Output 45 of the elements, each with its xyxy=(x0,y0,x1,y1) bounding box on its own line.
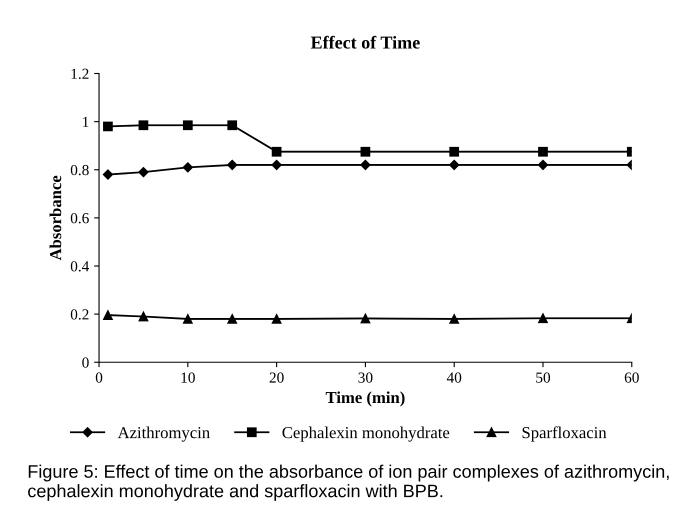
y-tick-label: 1 xyxy=(83,116,88,127)
point xyxy=(103,310,113,320)
point xyxy=(449,146,460,157)
point xyxy=(138,120,148,130)
point xyxy=(227,120,238,130)
point xyxy=(182,162,193,172)
point xyxy=(227,160,238,170)
x-tick-label: 50 xyxy=(536,372,550,383)
point xyxy=(138,312,148,322)
y-tick-label: 0.8 xyxy=(70,164,89,176)
point xyxy=(538,160,548,170)
x-tick-label: 20 xyxy=(270,372,284,383)
chart-title: Effect of Time xyxy=(310,36,420,49)
x-tick-label: 10 xyxy=(182,372,195,383)
point xyxy=(449,160,460,170)
y-tick-label: 0.2 xyxy=(70,309,88,320)
point xyxy=(103,122,113,132)
point xyxy=(449,314,460,324)
legend-label: Cephalexin monohydrate xyxy=(282,426,450,442)
y-tick-label: 0.4 xyxy=(70,261,90,272)
x-tick-label: 40 xyxy=(446,372,462,383)
point xyxy=(538,313,548,324)
x-axis-title: Time (min) xyxy=(326,391,405,406)
point xyxy=(182,314,193,324)
point xyxy=(227,314,238,324)
point xyxy=(102,169,114,180)
legend-label: Azithromycin xyxy=(118,426,210,442)
y-tick-label: 0.6 xyxy=(70,213,89,224)
point xyxy=(360,314,370,324)
y-axis-title: Absorbance xyxy=(50,176,62,260)
legend-label: Sparfloxacin xyxy=(522,426,606,442)
x-tick-label: 30 xyxy=(358,372,372,383)
point xyxy=(272,314,282,324)
y-tick-label: 0 xyxy=(82,357,89,368)
x-tick-label: 60 xyxy=(624,372,639,383)
point xyxy=(360,146,370,157)
point xyxy=(538,146,548,157)
point xyxy=(138,167,149,178)
point xyxy=(182,120,193,130)
y-tick-label: 1.2 xyxy=(72,68,88,80)
point xyxy=(272,160,282,170)
point xyxy=(360,160,371,170)
caption: Figure 5: Effect of time on the absorbance of ion pair complexes of azithromycin, cephalexin monohydrate and sparfloxacin with BPB. xyxy=(28,464,669,501)
point xyxy=(272,146,282,157)
x-tick-label: 0 xyxy=(96,372,102,383)
